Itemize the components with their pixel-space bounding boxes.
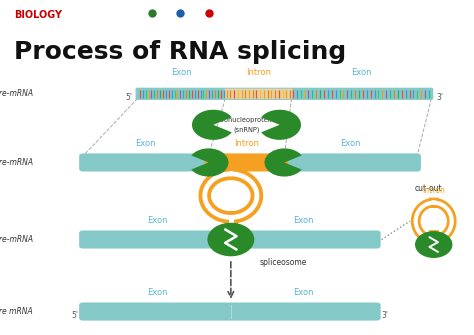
FancyBboxPatch shape	[79, 153, 212, 172]
Wedge shape	[261, 110, 301, 140]
Text: Intron: Intron	[246, 68, 271, 77]
Wedge shape	[192, 110, 232, 140]
FancyBboxPatch shape	[224, 88, 292, 99]
Text: ribonucleoproteins: ribonucleoproteins	[215, 117, 278, 123]
FancyBboxPatch shape	[79, 303, 381, 321]
Text: Exon: Exon	[146, 288, 167, 297]
Text: Exon: Exon	[171, 68, 191, 77]
Text: Exon: Exon	[136, 139, 156, 148]
Text: 3': 3'	[382, 311, 389, 320]
Text: Exon: Exon	[351, 68, 372, 77]
Circle shape	[208, 223, 254, 256]
FancyBboxPatch shape	[136, 88, 433, 100]
Text: (snRNP): (snRNP)	[233, 127, 260, 133]
FancyBboxPatch shape	[246, 230, 381, 249]
Text: cut-out: cut-out	[415, 184, 442, 193]
Text: Exon: Exon	[293, 216, 314, 225]
FancyBboxPatch shape	[79, 230, 215, 249]
FancyBboxPatch shape	[281, 153, 421, 172]
Wedge shape	[264, 148, 301, 177]
Text: Intron: Intron	[234, 139, 259, 148]
Text: Exon: Exon	[146, 216, 167, 225]
Text: BIOLOGY: BIOLOGY	[14, 10, 62, 20]
Text: intron: intron	[422, 186, 445, 195]
Text: Process of RNA splicing: Process of RNA splicing	[14, 40, 346, 64]
Text: pre-mRNA: pre-mRNA	[0, 89, 33, 98]
Circle shape	[416, 232, 452, 257]
Text: 3': 3'	[436, 93, 443, 102]
Text: Intron: Intron	[219, 153, 243, 162]
Text: 5': 5'	[71, 311, 78, 320]
Wedge shape	[191, 148, 228, 177]
Text: spliceosome: spliceosome	[259, 258, 307, 267]
Text: pre-mRNA: pre-mRNA	[0, 158, 33, 167]
Text: mature mRNA: mature mRNA	[0, 307, 33, 316]
Text: 5': 5'	[126, 93, 133, 102]
Text: Exon: Exon	[340, 139, 361, 148]
Text: Exon: Exon	[293, 288, 314, 297]
Text: pre-mRNA: pre-mRNA	[0, 235, 33, 244]
FancyBboxPatch shape	[205, 153, 288, 172]
